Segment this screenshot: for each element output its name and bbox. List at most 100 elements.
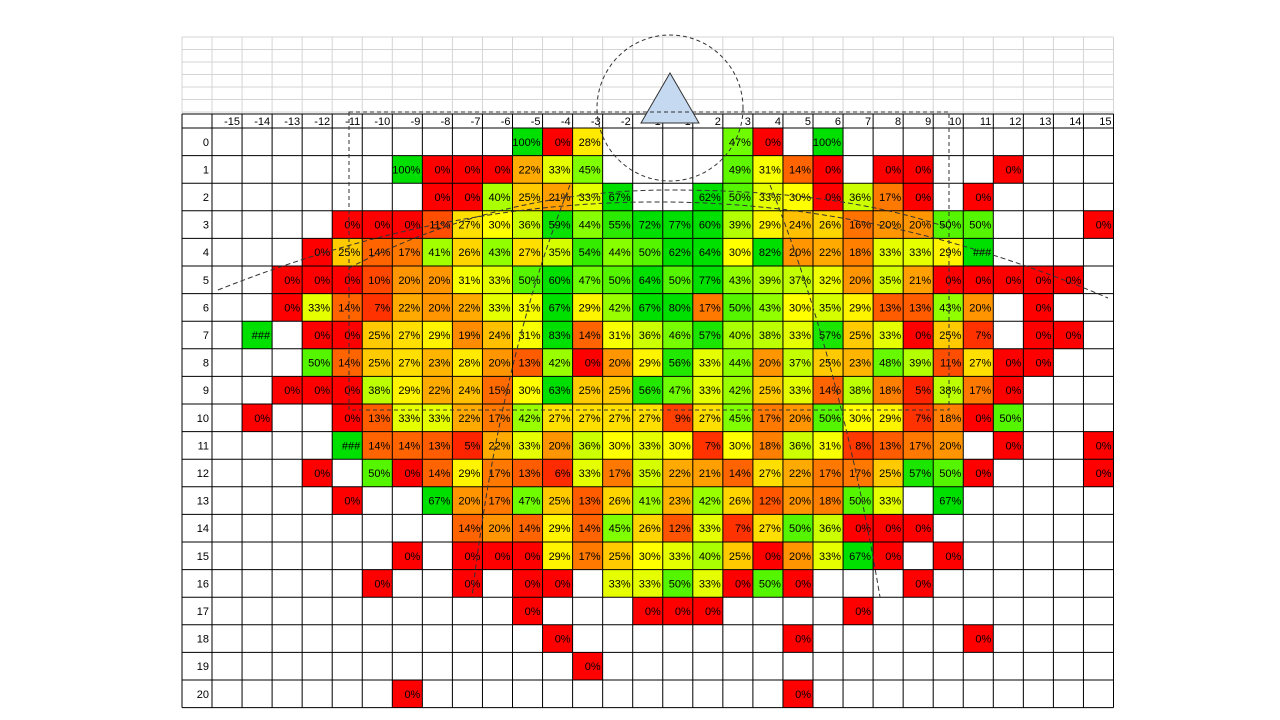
cell-value: 33% — [879, 330, 901, 342]
heatmap-cell — [813, 404, 844, 432]
heatmap-cell — [873, 486, 904, 515]
heatmap-cell — [602, 431, 633, 460]
cell-value: 22% — [669, 468, 691, 480]
heatmap-cell — [813, 293, 844, 322]
cell-value: 27% — [609, 413, 631, 425]
heatmap-cell — [632, 348, 663, 377]
cell-value: 40% — [488, 192, 510, 204]
heatmap-cell — [963, 624, 994, 653]
heatmap-cell — [692, 514, 723, 542]
cell-value: 0% — [915, 192, 931, 204]
heatmap-cell — [452, 183, 483, 211]
cell-value: 20% — [398, 275, 420, 287]
heatmap-cell — [512, 597, 543, 625]
row-header: 10 — [197, 413, 209, 425]
heatmap-cell — [602, 238, 633, 266]
heatmap-cell — [813, 155, 844, 184]
heatmap-cell — [632, 569, 663, 598]
heatmap-cell — [602, 321, 633, 349]
cell-value: 38% — [849, 385, 871, 397]
heatmap-cell — [542, 376, 573, 404]
cell-value: 31% — [519, 330, 541, 342]
cell-value: 25% — [819, 358, 841, 370]
heatmap-cell — [392, 293, 423, 322]
heatmap-cell — [452, 542, 483, 570]
heatmap-cell — [392, 321, 423, 349]
heatmap-cell — [542, 210, 573, 239]
column-header: -3 — [591, 116, 601, 128]
cell-value: 29% — [579, 302, 601, 314]
heatmap-cell — [813, 514, 844, 542]
row-header: 16 — [197, 578, 209, 590]
heatmap-cell — [392, 459, 423, 487]
cell-value: 33% — [488, 275, 510, 287]
heatmap-cell — [692, 238, 723, 266]
heatmap-cell — [512, 238, 543, 266]
heatmap-cell — [662, 431, 693, 460]
cell-value: 0% — [1035, 302, 1051, 314]
dashed-arc-inner — [348, 189, 950, 269]
cell-value: 7% — [705, 440, 721, 452]
heatmap-cell — [362, 404, 393, 432]
cell-value: 5% — [915, 385, 931, 397]
heatmap-cell — [602, 486, 633, 515]
heatmap-cell — [843, 404, 874, 432]
heatmap-cell — [692, 486, 723, 515]
cell-value: 35% — [639, 468, 661, 480]
heatmap-cell — [512, 431, 543, 460]
cell-value: 41% — [428, 247, 450, 259]
heatmap-cell — [873, 431, 904, 460]
cell-value: 59% — [549, 220, 571, 232]
column-header: -8 — [441, 116, 451, 128]
heatmap-cell — [632, 514, 663, 542]
cell-value: 35% — [819, 302, 841, 314]
cell-value: 25% — [368, 358, 390, 370]
cell-value: 33% — [609, 578, 631, 590]
cell-value: 0% — [975, 275, 991, 287]
heatmap-cell — [782, 266, 813, 294]
cell-value: 33% — [699, 358, 721, 370]
cell-value: 29% — [398, 385, 420, 397]
row-header: 9 — [203, 385, 209, 397]
heatmap-cell — [362, 210, 393, 239]
cell-value: 43% — [939, 302, 961, 314]
heatmap-cell — [752, 266, 783, 294]
cell-value: 43% — [729, 275, 751, 287]
cell-value: 0% — [465, 164, 481, 176]
cell-value: 35% — [549, 247, 571, 259]
heatmap-cell — [452, 348, 483, 377]
heatmap-cell — [392, 210, 423, 239]
cell-value: 0% — [885, 551, 901, 563]
heatmap-cell — [362, 266, 393, 294]
cell-value: 0% — [465, 551, 481, 563]
cell-value: 40% — [729, 330, 751, 342]
cell-value: 57% — [819, 330, 841, 342]
cell-value: 20% — [488, 523, 510, 535]
cell-value: 0% — [465, 578, 481, 590]
column-header: 14 — [1069, 116, 1081, 128]
heatmap-cell — [632, 542, 663, 570]
row-header: 6 — [203, 302, 209, 314]
cell-value: 20% — [849, 275, 871, 287]
cell-value: 0% — [885, 523, 901, 535]
heatmap-cell — [452, 376, 483, 404]
heatmap-cell — [692, 183, 723, 211]
heatmap-cell — [722, 348, 753, 377]
heatmap-cell — [903, 376, 934, 404]
overlay-shapes — [217, 34, 1109, 598]
cell-value: 30% — [639, 551, 661, 563]
heatmap-cell — [903, 321, 934, 349]
row-header: 7 — [203, 330, 209, 342]
cell-value: 7% — [975, 330, 991, 342]
heatmap-cell — [813, 431, 844, 460]
cell-value: 50% — [308, 358, 330, 370]
heatmap-cell — [542, 128, 573, 156]
cell-value: 55% — [609, 220, 631, 232]
heatmap-cell — [843, 459, 874, 487]
cell-value: 0% — [525, 551, 541, 563]
cell-value: 33% — [699, 523, 721, 535]
heatmap-cell — [782, 459, 813, 487]
cell-value: 14% — [789, 164, 811, 176]
cell-value: 56% — [639, 385, 661, 397]
